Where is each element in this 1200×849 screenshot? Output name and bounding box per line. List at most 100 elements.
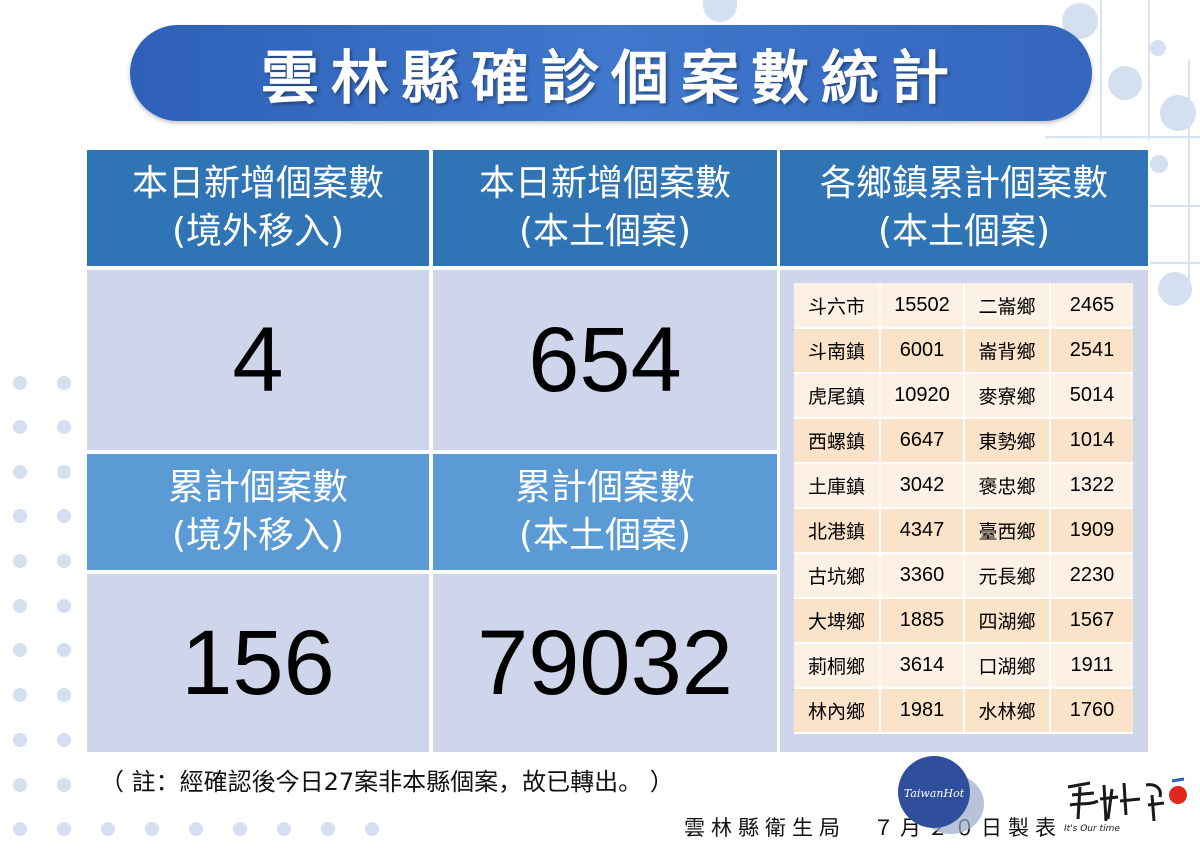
- decor-dot: [57, 554, 71, 568]
- header-line: 累計個案數: [514, 467, 695, 508]
- town-name: 虎尾鎮: [794, 373, 880, 419]
- header-line: (本土個案): [518, 211, 692, 252]
- decor-dot: [1160, 95, 1196, 131]
- decor-dot: [57, 688, 71, 702]
- town-name: 崙背鄉: [963, 328, 1050, 374]
- town-count: 4347: [879, 508, 964, 554]
- town-name: 林內鄉: [794, 688, 880, 734]
- town-count: 1322: [1049, 463, 1133, 509]
- footer-credit: 雲林縣衛生局 ７月２０日製表: [684, 816, 1062, 840]
- note-text: （ 註：經確認後今日27案非本縣個案，故已轉出。 ）: [100, 768, 674, 796]
- decor-dot: [1150, 40, 1166, 56]
- decor-dot: [13, 465, 27, 479]
- town-count: 2541: [1049, 328, 1133, 374]
- decor-dot: [13, 733, 27, 747]
- town-name: 斗南鎮: [794, 328, 880, 374]
- decor-dot: [57, 420, 71, 434]
- decor-dot: [145, 822, 159, 836]
- town-name: 四湖鄉: [963, 598, 1050, 644]
- value-cum-local: 79032: [433, 574, 777, 752]
- page-title: 雲林縣確診個案數統計: [260, 44, 961, 112]
- decor-dot: [57, 376, 71, 390]
- header-line: (本土個案): [877, 211, 1051, 252]
- value-number: 79032: [477, 611, 733, 714]
- town-count: 5014: [1049, 373, 1133, 419]
- badge-text: TaiwanHot: [903, 787, 965, 800]
- town-name: 臺西鄉: [963, 508, 1050, 554]
- town-name: 西螺鎮: [794, 418, 880, 464]
- town-count: 1981: [879, 688, 964, 734]
- header-line: 本日新增個案數: [478, 163, 731, 204]
- town-name: 元長鄉: [963, 553, 1050, 599]
- decor-dot: [13, 688, 27, 702]
- decor-dot: [57, 465, 71, 479]
- town-count: 6001: [879, 328, 964, 374]
- decor-dot: [57, 643, 71, 657]
- value-number: 156: [181, 611, 335, 714]
- town-count: 1567: [1049, 598, 1133, 644]
- header-line: 各鄉鎮累計個案數: [819, 163, 1108, 204]
- decor-dot: [57, 778, 71, 792]
- town-count: 2230: [1049, 553, 1133, 599]
- town-name: 東勢鄉: [963, 418, 1050, 464]
- header-cum-local: 累計個案數 (本土個案): [433, 454, 777, 570]
- decor-dot: [233, 822, 247, 836]
- table-row: 莿桐鄉 3614 口湖鄉 1911: [794, 643, 1133, 689]
- decor-dot: [321, 822, 335, 836]
- decor-dot: [101, 822, 115, 836]
- decor-line: [1045, 136, 1200, 138]
- header-town-cumulative: 各鄉鎮累計個案數 (本土個案): [780, 150, 1148, 266]
- decor-dot: [1108, 66, 1142, 100]
- decor-dot: [13, 778, 27, 792]
- table-row: 古坑鄉 3360 元長鄉 2230: [794, 553, 1133, 599]
- town-count: 1909: [1049, 508, 1133, 554]
- decor-dot: [57, 822, 71, 836]
- town-count: 10920: [879, 373, 964, 419]
- decor-dot: [1158, 272, 1192, 306]
- decor-dot: [277, 822, 291, 836]
- decor-line: [1148, 0, 1150, 140]
- town-name: 口湖鄉: [963, 643, 1050, 689]
- header-line: (境外移入): [171, 515, 345, 556]
- town-name: 斗六市: [794, 283, 880, 329]
- town-name: 褒忠鄉: [963, 463, 1050, 509]
- town-name: 土庫鎮: [794, 463, 880, 509]
- yunlin-logo-icon: It's Our time: [1064, 777, 1187, 834]
- header-line: (境外移入): [171, 211, 345, 252]
- title-banner: 雲林縣確診個案數統計: [130, 25, 1092, 121]
- decor-line: [1150, 205, 1200, 207]
- table-row: 斗六市 15502 二崙鄉 2465: [794, 283, 1133, 329]
- value-number: 4: [232, 308, 284, 411]
- header-line: 本日新增個案數: [131, 163, 384, 204]
- table-row: 大埤鄉 1885 四湖鄉 1567: [794, 598, 1133, 644]
- town-name: 北港鎮: [794, 508, 880, 554]
- value-new-imported: 4: [87, 270, 429, 450]
- decor-line: [1100, 0, 1102, 140]
- town-count: 1911: [1049, 643, 1133, 689]
- header-cum-imported: 累計個案數 (境外移入): [87, 454, 429, 570]
- header-new-imported: 本日新增個案數 (境外移入): [87, 150, 429, 266]
- town-count: 1760: [1049, 688, 1133, 734]
- value-new-local: 654: [433, 270, 777, 450]
- header-new-local: 本日新增個案數 (本土個案): [433, 150, 777, 266]
- table-row: 土庫鎮 3042 褒忠鄉 1322: [794, 463, 1133, 509]
- table-row: 林內鄉 1981 水林鄉 1760: [794, 688, 1133, 734]
- town-table: 斗六市 15502 二崙鄉 2465 斗南鎮 6001 崙背鄉 2541 虎尾鎮 10920 麥寮鄉…: [794, 283, 1133, 734]
- town-name: 水林鄉: [963, 688, 1050, 734]
- town-count: 2465: [1049, 283, 1133, 329]
- decor-dot: [13, 554, 27, 568]
- decor-dot: [57, 509, 71, 523]
- town-name: 大埤鄉: [794, 598, 880, 644]
- table-row: 北港鎮 4347 臺西鄉 1909: [794, 508, 1133, 554]
- taiwanhot-badge-icon: [898, 756, 970, 828]
- value-number: 654: [528, 308, 682, 411]
- town-name: 二崙鄉: [963, 283, 1050, 329]
- value-cum-imported: 156: [87, 574, 429, 752]
- town-count: 3042: [879, 463, 964, 509]
- town-count: 3614: [879, 643, 964, 689]
- town-name: 莿桐鄉: [794, 643, 880, 689]
- header-line: 累計個案數: [167, 467, 348, 508]
- decor-dot: [365, 822, 379, 836]
- town-count: 15502: [879, 283, 964, 329]
- decor-dot: [13, 509, 27, 523]
